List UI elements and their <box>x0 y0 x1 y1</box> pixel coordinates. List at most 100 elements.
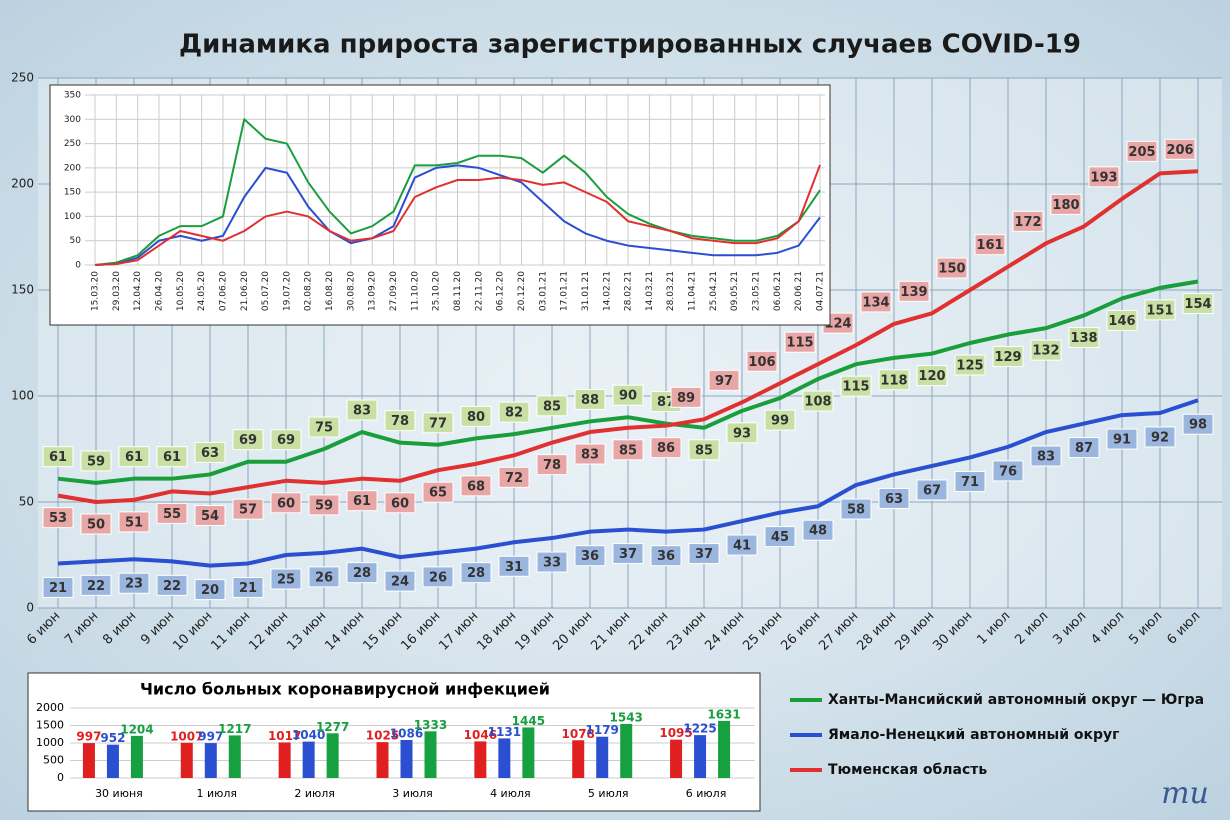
series-line <box>57 398 1199 568</box>
data-label: 31 <box>505 560 523 575</box>
label-box <box>1182 413 1214 435</box>
data-label: 1217 <box>218 722 251 736</box>
data-label: 134 <box>862 295 889 310</box>
data-label: 37 <box>619 547 637 562</box>
y-tick-label: 300 <box>64 115 81 125</box>
data-label: 23 <box>125 577 143 592</box>
data-label: 1333 <box>414 718 447 732</box>
bar <box>718 720 731 778</box>
series-line <box>57 169 1199 504</box>
x-tick-label: 11.04.21 <box>688 271 698 311</box>
data-label: 997 <box>76 730 101 744</box>
data-label: 120 <box>918 369 945 384</box>
data-label: 151 <box>1146 303 1173 318</box>
data-label: 99 <box>771 414 789 429</box>
label-box <box>1106 309 1138 331</box>
data-label: 69 <box>277 433 295 448</box>
data-label: 61 <box>163 450 181 465</box>
label-box <box>194 579 226 601</box>
data-label: 55 <box>163 507 181 522</box>
x-tick-label: 23.05.21 <box>752 271 762 311</box>
label-box <box>308 566 340 588</box>
label-box <box>384 570 416 592</box>
data-label: 83 <box>353 404 371 419</box>
data-label: 25 <box>277 573 295 588</box>
label-box <box>878 487 910 509</box>
data-label: 1225 <box>683 722 716 736</box>
data-label: 54 <box>201 509 219 524</box>
data-label: 132 <box>1032 344 1059 359</box>
data-label: 76 <box>999 464 1017 479</box>
data-label: 63 <box>201 446 219 461</box>
label-box <box>670 386 702 408</box>
bar <box>106 744 119 778</box>
data-label: 87 <box>1075 441 1093 456</box>
x-tick-label: 24.05.20 <box>197 271 207 311</box>
bar-frame <box>27 672 761 812</box>
label-box <box>42 576 74 598</box>
label-box <box>708 369 740 391</box>
y-tick-label: 2000 <box>36 701 64 714</box>
bar <box>326 733 339 778</box>
data-label: 180 <box>1052 198 1079 213</box>
label-box <box>650 437 682 459</box>
data-label: 1040 <box>292 728 325 742</box>
data-label: 59 <box>315 498 333 513</box>
data-label: 26 <box>315 570 333 585</box>
data-label: 1131 <box>488 725 521 739</box>
data-label: 1543 <box>610 710 643 724</box>
data-label: 997 <box>198 730 223 744</box>
bar <box>204 743 217 778</box>
data-label: 205 <box>1128 145 1155 160</box>
legend-label: Ханты-Мансийский автономный округ — Югра <box>828 692 1204 708</box>
data-label: 83 <box>1037 450 1055 465</box>
x-tick-label: 09.05.21 <box>730 271 740 311</box>
bar <box>694 735 707 778</box>
data-label: 97 <box>715 374 733 389</box>
label-box <box>80 513 112 535</box>
data-label: 80 <box>467 410 485 425</box>
data-label: 41 <box>733 539 751 554</box>
data-label: 85 <box>543 399 561 414</box>
data-label: 1086 <box>390 726 423 740</box>
data-label: 146 <box>1108 314 1135 329</box>
x-tick-label: 31.01.21 <box>581 271 591 311</box>
data-label: 20 <box>201 583 219 598</box>
data-label: 77 <box>429 416 447 431</box>
data-label: 1078 <box>562 727 595 741</box>
label-box <box>726 534 758 556</box>
data-label: 83 <box>581 448 599 463</box>
label-box <box>498 401 530 423</box>
data-label: 36 <box>657 549 675 564</box>
x-tick-label: 17.01.21 <box>560 271 570 311</box>
y-tick-label: 1000 <box>36 736 64 749</box>
label-box <box>156 502 188 524</box>
bar-title: Число больных коронавирусной инфекцией <box>140 680 550 699</box>
x-tick-label: 1 июля <box>197 787 238 800</box>
label-box <box>574 545 606 567</box>
data-label: 206 <box>1166 143 1193 158</box>
label-box <box>232 498 264 520</box>
bar <box>278 742 291 778</box>
bar <box>180 742 193 778</box>
x-tick-label: 28.03.21 <box>666 271 676 311</box>
data-label: 90 <box>619 389 637 404</box>
data-label: 1204 <box>120 722 153 736</box>
data-label: 53 <box>49 511 67 526</box>
x-tick-label: 26.04.20 <box>154 271 164 311</box>
label-box <box>42 446 74 468</box>
data-label: 65 <box>429 486 447 501</box>
label-box <box>460 475 492 497</box>
data-label: 60 <box>391 496 409 511</box>
label-box <box>916 365 948 387</box>
label-box <box>156 574 188 596</box>
y-tick-label: 250 <box>11 71 34 85</box>
label-box <box>954 354 986 376</box>
label-box <box>346 562 378 584</box>
y-tick-label: 150 <box>64 188 81 198</box>
label-box <box>1182 293 1214 315</box>
label-box <box>308 494 340 516</box>
data-label: 1046 <box>464 728 497 742</box>
label-box <box>346 490 378 512</box>
label-box <box>936 257 968 279</box>
